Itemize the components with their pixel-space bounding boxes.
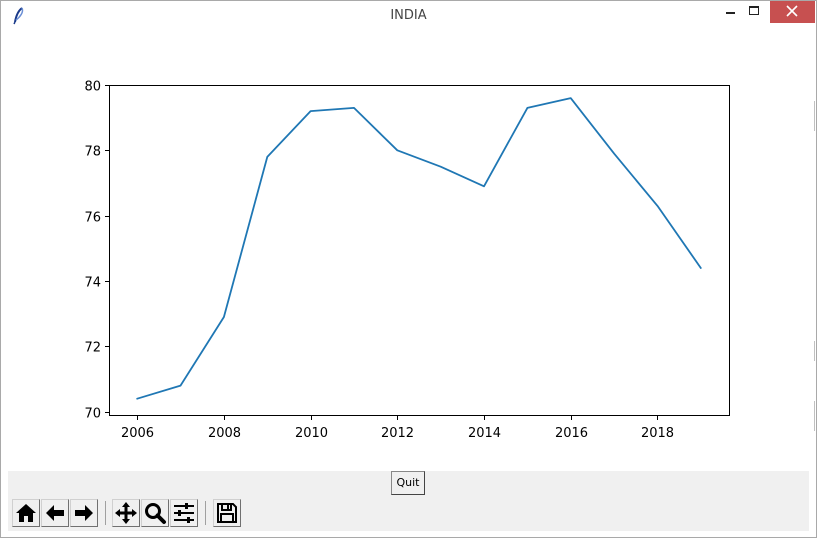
y-tick-label: 70 [84,407,101,422]
zoom-icon [145,503,166,524]
minimize-icon [726,12,735,14]
figure-canvas[interactable]: 2006 2008 2010 2012 2014 2016 2018 70 72 74 76 78 80 [8,30,809,471]
pan-button[interactable] [112,499,140,527]
y-tick-label: 74 [84,276,101,291]
close-button[interactable] [770,1,815,23]
save-button[interactable] [213,499,241,527]
quit-button[interactable]: Quit [391,471,425,495]
window-edge-markers [814,101,815,431]
configure-subplots-button[interactable] [170,499,198,527]
x-tick-label: 2010 [295,426,328,441]
save-icon [217,503,237,523]
x-tick-label: 2018 [641,426,674,441]
y-tick-label: 76 [84,211,101,226]
y-tick-label: 72 [84,341,101,356]
line-chart: 2006 2008 2010 2012 2014 2016 2018 70 72 74 76 78 80 [84,80,730,441]
home-icon [16,504,36,522]
series-line [136,97,702,400]
back-button[interactable] [41,499,69,527]
home-button[interactable] [12,499,40,527]
y-tick-label: 78 [84,145,101,160]
x-tick-label: 2014 [468,426,501,441]
y-tick-label: 80 [84,80,101,95]
x-tick-label: 2008 [208,426,241,441]
window-title: INDIA [390,8,427,23]
x-tick-label: 2016 [555,426,588,441]
forward-button[interactable] [70,499,98,527]
configure-subplots-icon [174,503,194,523]
maximize-icon [749,6,759,15]
minimize-button[interactable] [716,1,746,23]
axes-frame [109,85,730,416]
forward-arrow-icon [75,505,93,521]
feather-icon [13,7,24,25]
maximize-button[interactable] [739,1,769,23]
close-icon [786,5,798,17]
control-panel: Quit [8,471,809,531]
back-arrow-icon [46,505,64,521]
pan-icon [115,502,137,524]
title-bar: INDIA [1,1,816,30]
zoom-button[interactable] [141,499,169,527]
toolbar-separator [205,501,206,525]
toolbar-separator [105,501,106,525]
x-tick-label: 2012 [381,426,414,441]
x-tick-label: 2006 [121,426,154,441]
